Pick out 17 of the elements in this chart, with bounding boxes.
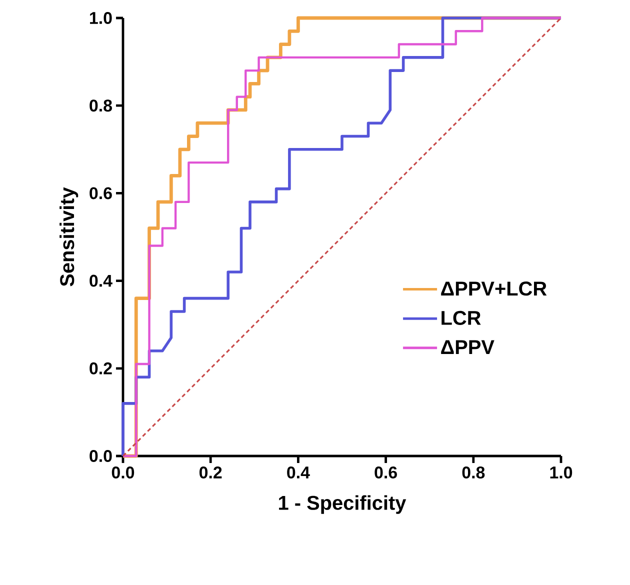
x-tick-label: 0.0	[112, 466, 134, 478]
x-tick-label: 0.2	[200, 466, 222, 478]
x-axis-title: 1 - Specificity	[279, 495, 406, 514]
y-axis-title: Sensitivity	[60, 187, 78, 286]
y-tick-label: 0.2	[90, 362, 112, 374]
y-tick-label: 1.0	[90, 12, 112, 24]
y-tick-label: 0.8	[90, 100, 112, 112]
x-tick-label: 0.8	[462, 466, 485, 478]
y-tick-label: 0.0	[90, 450, 112, 462]
y-tick-label: 0.4	[90, 274, 112, 287]
legend-label: ΔPPV+LCR	[441, 282, 547, 296]
legend-label: LCR	[442, 310, 481, 325]
legend-label: ΔPPV	[441, 340, 494, 354]
x-tick-label: 0.6	[374, 466, 397, 478]
y-tick-label: 0.6	[90, 187, 112, 200]
x-tick-label: 0.4	[287, 466, 310, 478]
x-tick-label: 1.0	[550, 466, 572, 478]
